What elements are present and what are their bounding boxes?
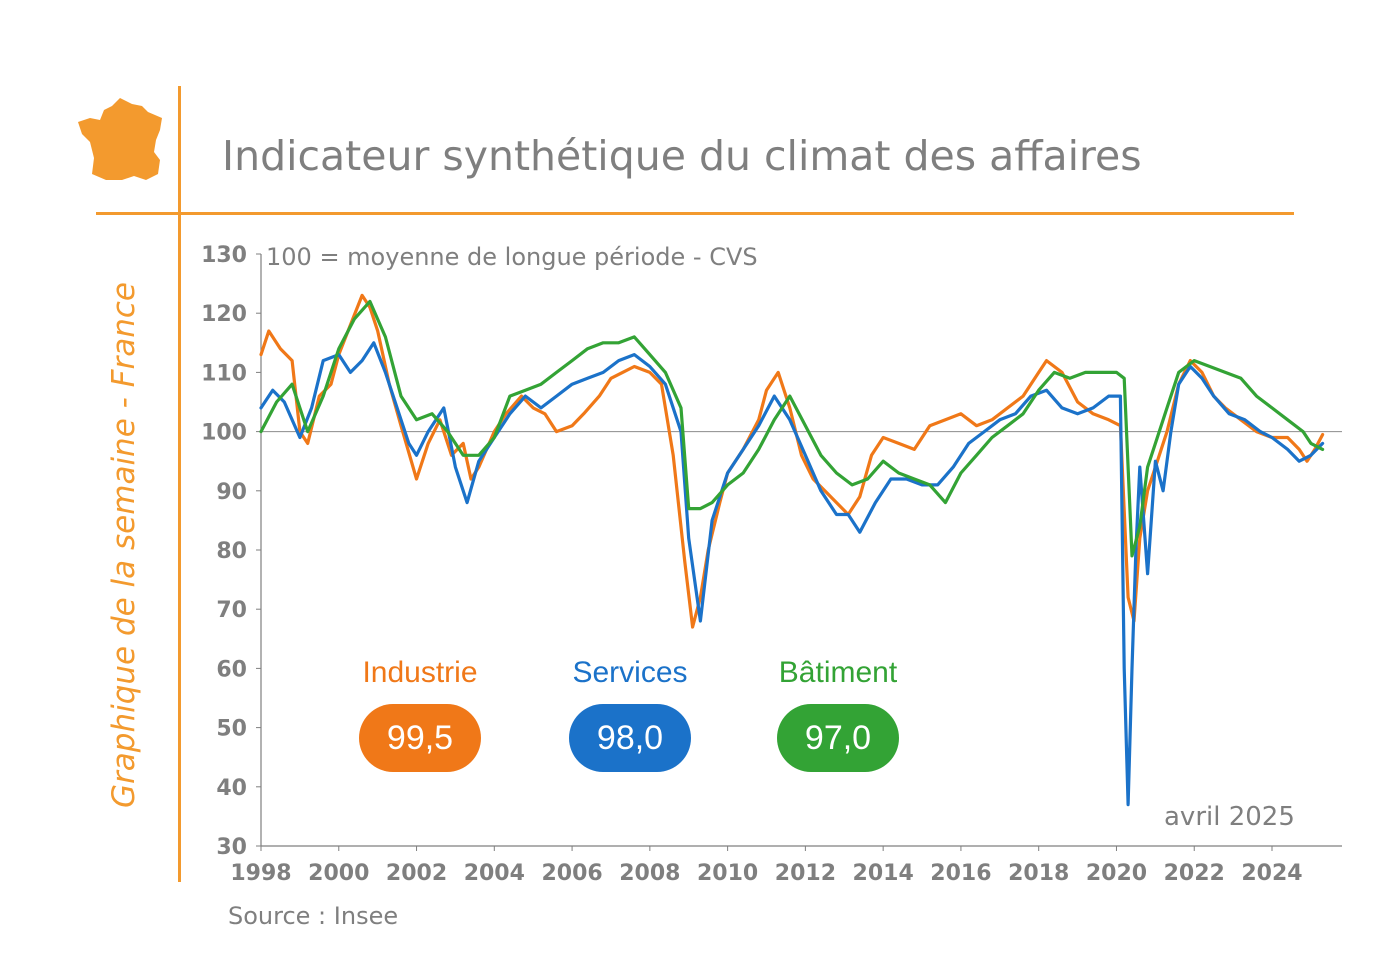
x-tick-label: 2006 (541, 861, 602, 886)
legend-label-industrie: Industrie (362, 656, 478, 689)
series-line-industrie (259, 293, 1325, 629)
horizontal-divider (96, 212, 1294, 215)
france-map-icon (78, 98, 162, 180)
y-tick-label: 50 (216, 717, 247, 742)
vertical-divider (178, 86, 181, 882)
y-tick-label: 70 (216, 598, 247, 623)
y-tick-label: 30 (216, 835, 247, 860)
x-tick-label: 2004 (464, 861, 525, 886)
x-tick-label: 2008 (619, 861, 680, 886)
y-tick-label: 100 (201, 421, 247, 446)
source-note: Source : Insee (228, 902, 399, 930)
legend-value-industrie: 99,5 (359, 704, 481, 772)
x-tick-label: 2024 (1241, 861, 1302, 886)
y-tick-label: 130 (201, 243, 247, 268)
y-tick-label: 60 (216, 657, 247, 682)
y-tick-label: 80 (216, 539, 247, 564)
x-tick-label: 2012 (775, 861, 836, 886)
y-tick-label: 40 (216, 776, 247, 801)
x-tick-label: 2018 (1008, 861, 1069, 886)
legend-industrie: Industrie 99,5 (320, 656, 520, 772)
x-tick-label: 2002 (386, 861, 447, 886)
x-tick-label: 2000 (308, 861, 369, 886)
x-tick-label: 2016 (930, 861, 991, 886)
page-title: Indicateur synthétique du climat des aff… (222, 132, 1142, 180)
y-tick-label: 120 (201, 302, 247, 327)
france-map-shape (78, 98, 162, 180)
y-tick-label: 90 (216, 480, 247, 505)
x-tick-label: 1998 (230, 861, 291, 886)
legend-services: Services 98,0 (530, 656, 730, 772)
series-line-services (259, 341, 1325, 807)
y-tick-label: 110 (201, 361, 247, 386)
x-tick-label: 2022 (1164, 861, 1225, 886)
x-tick-label: 2010 (697, 861, 758, 886)
legend-label-batiment: Bâtiment (778, 656, 898, 689)
legend-value-batiment: 97,0 (777, 704, 899, 772)
legend-label-services: Services (572, 656, 688, 689)
date-note: avril 2025 (1164, 802, 1295, 832)
x-tick-label: 2014 (853, 861, 914, 886)
x-tick-label: 2020 (1086, 861, 1147, 886)
legend-batiment: Bâtiment 97,0 (738, 656, 938, 772)
series-line-batiment (259, 299, 1325, 558)
chart-subtitle: 100 = moyenne de longue période - CVS (266, 243, 758, 271)
legend-value-services: 98,0 (569, 704, 691, 772)
